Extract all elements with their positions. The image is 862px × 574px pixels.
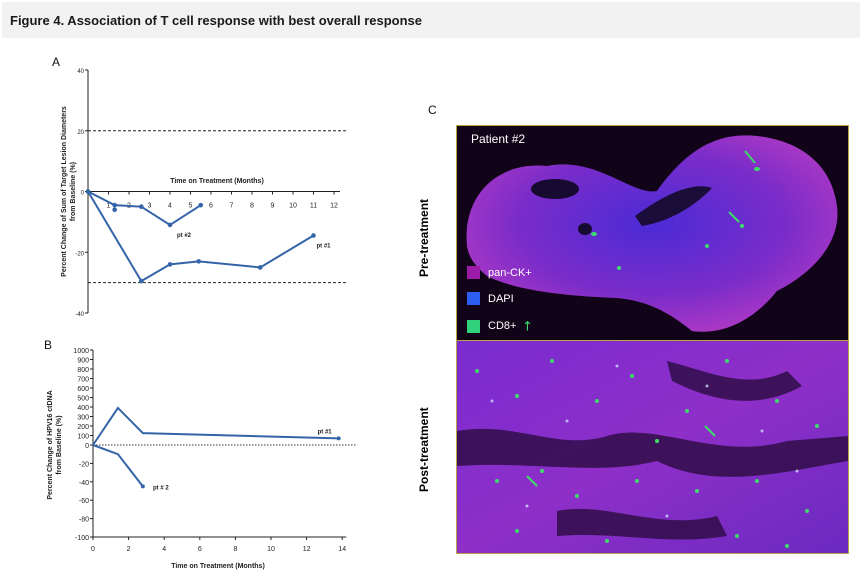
patient-label: Patient #2 bbox=[471, 132, 526, 146]
x-tick-label: 6 bbox=[198, 546, 202, 553]
post-treatment-image bbox=[456, 340, 849, 554]
x-tick-label: 5 bbox=[189, 203, 193, 210]
x-tick-label: 9 bbox=[271, 203, 275, 210]
legend-label-cd8: CD8+ bbox=[488, 320, 517, 332]
y-tick-label: 1000 bbox=[73, 348, 89, 355]
x-tick-label: 7 bbox=[230, 203, 234, 210]
x-tick-label: 8 bbox=[250, 203, 254, 210]
x-tick-label: 12 bbox=[303, 546, 311, 553]
data-point bbox=[112, 207, 117, 213]
y-tick-label: 800 bbox=[77, 367, 89, 374]
data-point bbox=[85, 189, 91, 194]
x-tick-label: 3 bbox=[148, 203, 152, 210]
y-tick-label: 20 bbox=[77, 130, 84, 136]
legend-label-dapi: DAPI bbox=[488, 292, 514, 305]
x-tick-label: 4 bbox=[168, 203, 172, 210]
panel-c-letter: C bbox=[428, 103, 437, 117]
panel-c: Pre-treatment Post-treatment Pa bbox=[400, 95, 860, 565]
pan-ck-swatch bbox=[467, 266, 480, 279]
x-tick-label: 10 bbox=[289, 203, 297, 210]
x-axis-label: Time on Treatment (Months) bbox=[171, 563, 265, 570]
y-tick-label: 700 bbox=[77, 377, 89, 384]
x-tick-label: 0 bbox=[91, 546, 95, 553]
pre-treatment-label: Pre-treatment bbox=[417, 198, 431, 277]
x-tick-label: 14 bbox=[338, 546, 346, 553]
y-tick-label: -80 bbox=[79, 517, 89, 524]
data-point bbox=[140, 484, 145, 489]
legend-pan-ck: pan-CK+ bbox=[467, 266, 532, 279]
dapi-swatch bbox=[467, 292, 480, 305]
series-line bbox=[92, 406, 339, 446]
y-tick-label: 200 bbox=[77, 424, 89, 431]
panel-b-letter: B bbox=[44, 338, 53, 352]
x-tick-label: 4 bbox=[162, 546, 166, 553]
series-label: pt #1 bbox=[316, 244, 331, 250]
y-tick-label: 900 bbox=[77, 358, 89, 365]
y-tick-label: -40 bbox=[75, 312, 84, 318]
data-point bbox=[167, 262, 173, 267]
panel-a-letter: A bbox=[52, 55, 61, 69]
figure-header: Figure 4. Association of T cell response… bbox=[2, 2, 860, 38]
x-tick-label: 8 bbox=[233, 546, 237, 553]
data-point bbox=[311, 233, 316, 238]
x-tick-label: 10 bbox=[267, 546, 275, 553]
x-tick-label: 11 bbox=[310, 203, 317, 210]
chart-b: 10009008007006005004003002001000-20-40-6… bbox=[47, 348, 356, 570]
y-tick-label: -100 bbox=[75, 535, 89, 542]
data-point bbox=[196, 259, 201, 264]
y-tick-label: 0 bbox=[81, 191, 85, 197]
legend-label-pan-ck: pan-CK+ bbox=[488, 266, 532, 279]
y-tick-label: 100 bbox=[77, 434, 89, 441]
y-tick-label: -20 bbox=[75, 251, 84, 257]
figure-title: Figure 4. Association of T cell response… bbox=[10, 13, 423, 28]
x-tick-label: 12 bbox=[330, 203, 338, 210]
series-line bbox=[87, 190, 315, 283]
data-point bbox=[198, 202, 204, 208]
data-point bbox=[257, 265, 263, 270]
data-point bbox=[139, 278, 144, 284]
series-line bbox=[92, 444, 144, 488]
pre-treatment-image: Patient #2 pan-CK+ DAPI CD8+ ↖ bbox=[456, 125, 849, 341]
data-point bbox=[167, 222, 173, 228]
post-treatment-label: Post-treatment bbox=[417, 407, 431, 492]
y-axis-label: Percent Change of HPV16 ctDNA from Baseli… bbox=[47, 390, 63, 499]
series-label: pt #2 bbox=[177, 233, 192, 239]
data-point bbox=[336, 436, 341, 441]
x-axis-label: Time on Treatment (Months) bbox=[170, 178, 264, 185]
y-tick-label: 400 bbox=[77, 405, 89, 412]
x-tick-label: 2 bbox=[127, 546, 131, 553]
y-tick-label: 500 bbox=[77, 396, 89, 403]
y-tick-label: -20 bbox=[79, 461, 89, 468]
x-tick-label: 6 bbox=[209, 203, 213, 210]
y-tick-label: 0 bbox=[85, 443, 89, 450]
legend-dapi: DAPI bbox=[467, 292, 514, 305]
data-point bbox=[112, 202, 117, 208]
series-label: pt # 2 bbox=[153, 485, 169, 491]
x-tick-label: 1 bbox=[107, 203, 111, 210]
pre-treatment-micrograph bbox=[457, 126, 848, 340]
post-treatment-micrograph bbox=[457, 341, 848, 553]
y-tick-label: -60 bbox=[79, 498, 89, 505]
y-tick-label: 300 bbox=[77, 415, 89, 422]
y-tick-label: 40 bbox=[77, 69, 84, 75]
legend-cd8: CD8+ ↖ bbox=[467, 316, 537, 335]
y-tick-label: 600 bbox=[77, 386, 89, 393]
cd8-swatch bbox=[467, 319, 480, 333]
data-point bbox=[139, 204, 144, 209]
y-tick-label: -40 bbox=[79, 480, 89, 487]
series-label: pt #1 bbox=[318, 429, 333, 435]
y-axis-label: Percent Change of Sum of Target Lesion D… bbox=[61, 106, 77, 277]
